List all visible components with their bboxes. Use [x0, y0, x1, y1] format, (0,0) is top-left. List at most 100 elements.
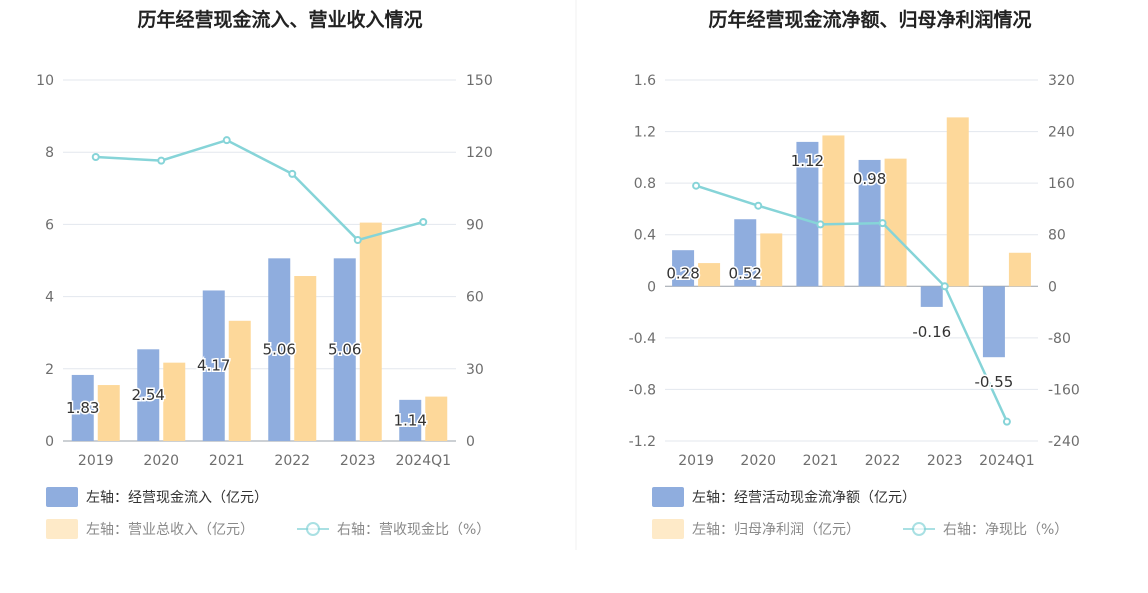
right-axis-tick: 0 — [1048, 279, 1057, 295]
line-point — [816, 220, 825, 229]
bar-series-1 — [71, 374, 94, 441]
data-label: 1.83 — [66, 399, 99, 417]
bar-series-2 — [760, 233, 783, 287]
left-axis-tick: 0.4 — [634, 228, 656, 244]
legend: 左轴：经营现金流入（亿元） 左轴：营业总收入（亿元） 右轴：营收现金比（%） — [46, 487, 490, 539]
bar-series-2 — [698, 263, 721, 287]
bar-series-1 — [796, 141, 819, 287]
bar-series-2 — [884, 158, 907, 287]
left-axis-tick: 0.8 — [634, 176, 656, 192]
left-axis-tick: 8 — [45, 145, 54, 161]
left-axis-tick: 1.2 — [634, 125, 656, 141]
right-axis-tick: -80 — [1048, 331, 1071, 347]
bar-series-2 — [1008, 252, 1031, 287]
right-axis-tick: -240 — [1048, 434, 1080, 450]
bar-series-2 — [822, 135, 845, 287]
legend-swatch-bar-2 — [46, 519, 78, 539]
left-axis-tick: 4 — [45, 290, 54, 306]
x-axis-tick: 2019 — [78, 453, 114, 469]
bar-series-2 — [294, 276, 317, 441]
line-point — [754, 201, 763, 210]
right-axis-tick: 120 — [466, 145, 493, 161]
left-axis-tick: -0.4 — [629, 331, 656, 347]
bar-series-1 — [137, 349, 160, 441]
data-label: 2.54 — [132, 386, 165, 404]
right-axis-tick: 90 — [466, 217, 484, 233]
right-axis-tick: 30 — [466, 362, 484, 378]
left-axis-tick: 6 — [45, 217, 54, 233]
bar-series-2 — [97, 385, 120, 441]
left-axis-tick: 0 — [647, 279, 656, 295]
bar-series-1 — [672, 250, 695, 287]
x-axis-tick: 2019 — [678, 453, 714, 469]
x-axis-tick: 2020 — [740, 453, 776, 469]
legend: 左轴：经营活动现金流净额（亿元） 左轴：归母净利润（亿元） 右轴：净现比（%） — [652, 487, 1068, 539]
legend-swatch-bar-1 — [46, 487, 78, 507]
bar-series-2 — [163, 362, 186, 441]
legend-swatch-bar-1 — [652, 487, 684, 507]
line-point — [1002, 417, 1011, 426]
right-axis-tick: 80 — [1048, 228, 1066, 244]
right-axis-tick: 60 — [466, 290, 484, 306]
bar-series-2 — [425, 396, 448, 441]
left-axis-tick: 1.6 — [634, 73, 656, 89]
x-axis-tick: 2024Q1 — [395, 453, 451, 469]
legend-label: 右轴：营收现金比（%） — [337, 522, 490, 538]
line-series — [95, 138, 424, 242]
line-point — [157, 156, 166, 165]
chart-title: 历年经营现金流入、营业收入情况 — [137, 8, 422, 31]
chart-2: 历年经营现金流净额、归母净利润情况 -1.2 -0.8 -0.4 0 0.4 0.8 1.2 1… — [629, 8, 1080, 539]
right-axis-tick: -160 — [1048, 382, 1080, 398]
chart-1: 历年经营现金流入、营业收入情况 0 2 4 6 8 10 0 30 60 90 120 150 2019 2… — [36, 8, 493, 539]
x-axis-tick: 2020 — [143, 453, 179, 469]
left-axis-tick: 2 — [45, 362, 54, 378]
data-label: -0.16 — [912, 323, 951, 341]
line-point — [878, 219, 887, 228]
x-axis-tick: 2021 — [209, 453, 245, 469]
legend-swatch-line-marker — [306, 522, 320, 536]
right-axis-tick: 0 — [466, 434, 475, 450]
bar-series-1 — [982, 286, 1005, 358]
line-point — [692, 181, 701, 190]
x-axis-tick: 2022 — [865, 453, 901, 469]
x-axis-tick: 2023 — [340, 453, 376, 469]
data-label: 1.14 — [394, 411, 427, 429]
data-label: 0.28 — [666, 264, 699, 282]
bar-series-1 — [268, 258, 291, 441]
legend-swatch-bar-2 — [652, 519, 684, 539]
left-axis-tick: 10 — [36, 73, 54, 89]
line-point — [940, 282, 949, 291]
x-axis-tick: 2024Q1 — [979, 453, 1035, 469]
right-axis-tick: 240 — [1048, 125, 1075, 141]
x-axis-tick: 2022 — [274, 453, 310, 469]
line-series — [695, 184, 1009, 423]
legend-label: 右轴：净现比（%） — [943, 522, 1068, 538]
bar-series-1 — [399, 399, 422, 441]
bar-series-1 — [202, 290, 225, 441]
data-label: 0.98 — [853, 170, 886, 188]
legend-label: 左轴：营业总收入（亿元） — [86, 522, 254, 538]
line-point — [288, 169, 297, 178]
bar-series-1 — [333, 258, 356, 441]
data-label: 5.06 — [263, 341, 296, 359]
data-label: -0.55 — [975, 373, 1014, 391]
bar-series-2 — [359, 222, 382, 441]
bar-series-1 — [734, 219, 757, 287]
left-axis-tick: 0 — [45, 434, 54, 450]
right-axis-tick: 320 — [1048, 73, 1075, 89]
line-point — [222, 136, 231, 145]
bar-series-1 — [920, 286, 943, 307]
bar-series-2 — [946, 117, 969, 287]
legend-swatch-line-marker — [912, 522, 926, 536]
line-point — [419, 217, 428, 226]
data-label: 0.52 — [729, 264, 762, 282]
chart-title: 历年经营现金流净额、归母净利润情况 — [708, 8, 1031, 31]
legend-label: 左轴：经营现金流入（亿元） — [86, 490, 268, 506]
x-axis-tick: 2021 — [803, 453, 839, 469]
data-label: 5.06 — [328, 341, 361, 359]
data-label: 1.12 — [791, 152, 824, 170]
legend-label: 左轴：经营活动现金流净额（亿元） — [692, 490, 916, 506]
line-point — [353, 236, 362, 245]
legend-label: 左轴：归母净利润（亿元） — [692, 521, 860, 538]
